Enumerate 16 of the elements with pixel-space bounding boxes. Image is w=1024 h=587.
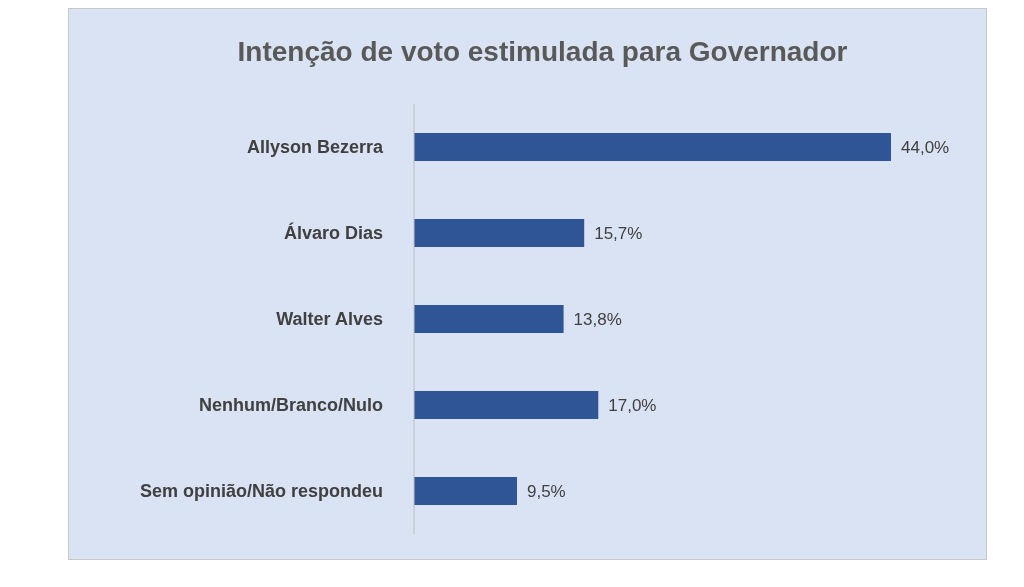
data-label: 15,7% [594,224,643,244]
y-tick-label: Nenhum/Branco/Nulo [198,395,383,416]
data-label: 9,5% [526,482,566,502]
bar [414,477,517,505]
y-tick-label: Allyson Bezerra [246,137,384,158]
bar [414,305,564,333]
y-tick-label: Álvaro Dias [283,222,383,244]
data-label: 13,8% [573,310,622,330]
data-label: 17,0% [608,396,657,416]
y-tick-label: Walter Alves [276,309,383,330]
bar [414,133,891,161]
bar [414,219,585,247]
chart-title: Intenção de voto estimulada para Governador [236,34,849,69]
y-tick-label: Sem opinião/Não respondeu [139,481,383,502]
data-label: 44,0% [901,138,950,158]
bar [414,391,599,419]
